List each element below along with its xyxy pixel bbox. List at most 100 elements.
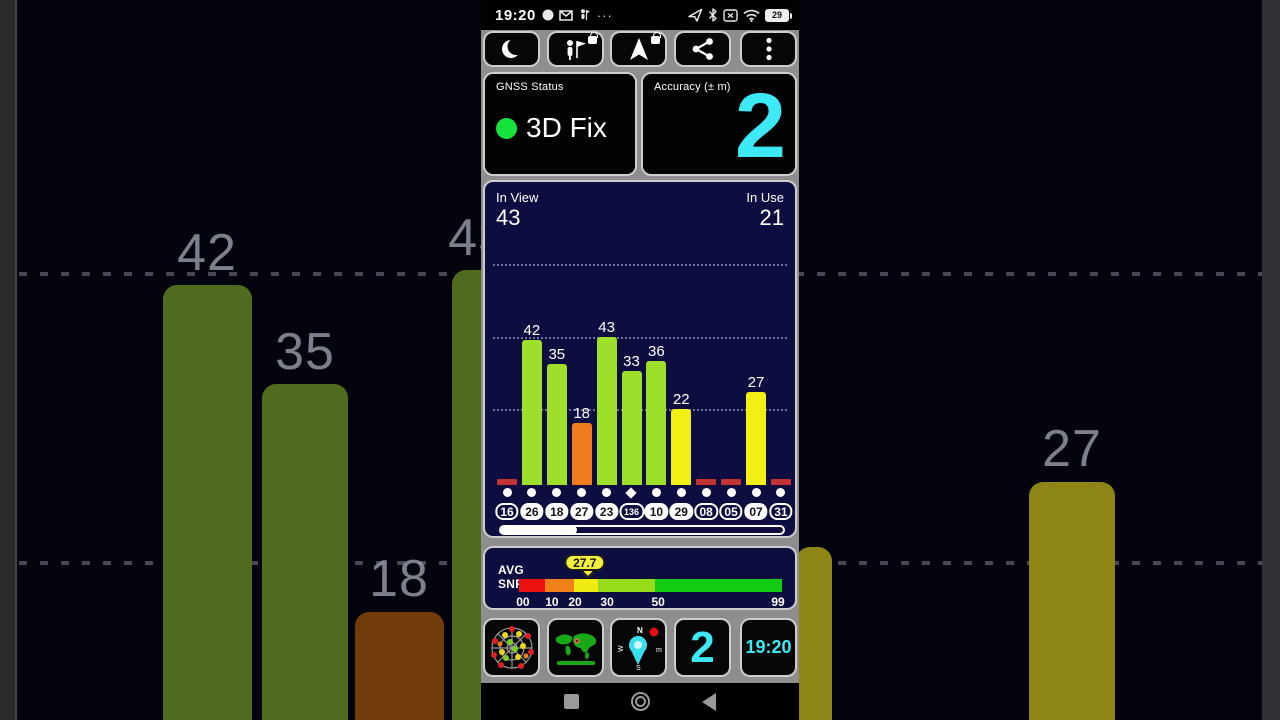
snr-bar-07 [746, 392, 766, 485]
status-bar: 19:20 ··· 29 [481, 0, 799, 30]
snr-bar-136 [621, 371, 642, 485]
gnss-status-label: GNSS Status [496, 81, 564, 93]
constellation-marker-circle [776, 488, 786, 497]
snr-bar-18 [546, 364, 567, 485]
background-bar-label: 42 [177, 224, 237, 282]
scrollbar-thumb[interactable] [501, 526, 578, 534]
accuracy-label: Accuracy (± m) [654, 81, 731, 93]
walk-track-button[interactable] [547, 31, 604, 67]
satellite-badge-23[interactable]: 23 [594, 503, 619, 520]
satellite-badge-18[interactable]: 18 [545, 503, 569, 520]
background-bar [262, 384, 348, 720]
snr-value-label: 18 [573, 405, 591, 422]
avg-snr-card[interactable]: AVG SNR 00 10 20 30 50 99 27.7 [483, 546, 797, 610]
time-tab-value: 19:20 [745, 637, 792, 657]
nav-arrow-icon [629, 38, 648, 60]
snr-bar-26 [521, 340, 542, 485]
compass-tab[interactable]: N W m S [610, 618, 667, 677]
snr-value-label: 33 [623, 353, 640, 370]
app-body: GNSS Status 3D Fix Accuracy (± m) 2 In V… [481, 30, 799, 683]
constellation-marker-circle [726, 488, 736, 497]
gauge-tick-20: 20 [568, 595, 582, 609]
in-use-label: In Use [746, 190, 784, 205]
accuracy-tab-value: 2 [690, 622, 715, 672]
gauge-tick-10: 10 [545, 595, 559, 609]
status-clock: 19:20 [495, 6, 536, 24]
overflow-menu-button[interactable] [740, 31, 797, 67]
background-left-strip [0, 0, 17, 720]
gauge-tick-00: 00 [516, 595, 530, 609]
gauge-segment [545, 579, 574, 592]
snr-value-label: 22 [672, 391, 690, 408]
satellite-badge-136[interactable]: 136 [618, 503, 645, 520]
constellation-marker-circle [676, 488, 686, 497]
snr-bar-empty-16 [497, 479, 517, 485]
accuracy-card[interactable]: Accuracy (± m) 2 [641, 72, 797, 176]
satellite-badge-27[interactable]: 27 [570, 503, 594, 520]
satellite-badge-29[interactable]: 29 [669, 503, 693, 520]
snr-value-label: 36 [648, 343, 665, 360]
constellation-marker-circle [527, 488, 537, 497]
night-mode-button[interactable] [483, 31, 540, 67]
constellation-marker-circle [602, 488, 612, 497]
dnd-circle-icon [542, 9, 554, 21]
world-map-tab[interactable] [547, 618, 604, 677]
snr-bar-empty-31 [770, 479, 791, 485]
background-bar [355, 612, 444, 720]
satellite-badge-05[interactable]: 05 [719, 503, 743, 520]
gnss-status-card[interactable]: GNSS Status 3D Fix [483, 72, 637, 176]
accuracy-tab[interactable]: 2 [674, 618, 731, 677]
snr-value-label: 42 [523, 322, 541, 339]
background-bar-label: 18 [369, 550, 429, 608]
svg-text:S: S [636, 665, 641, 672]
phone-screen: 19:20 ··· 29 [481, 0, 799, 720]
constellation-marker-circle [651, 488, 661, 497]
more-notifications-icon: ··· [596, 7, 613, 23]
constellation-marker-circle [701, 488, 711, 497]
in-view-label: In View [496, 190, 539, 205]
tab-bar: N W m S 2 19:20 [483, 618, 797, 677]
constellation-marker-circle [502, 488, 512, 497]
snr-bar-27 [571, 423, 592, 485]
bluetooth-icon [708, 8, 717, 22]
skyplot-icon [490, 625, 534, 669]
battery-percent: 29 [771, 10, 782, 20]
background-bar-label: 27 [1042, 420, 1102, 478]
recents-square-icon[interactable] [564, 694, 579, 709]
back-triangle-icon[interactable] [702, 692, 716, 711]
satellite-badge-26[interactable]: 26 [520, 503, 544, 520]
snr-chart-card[interactable]: In View 43 In Use 21 16 42 26 35 18 18 27 43 23 3… [483, 180, 797, 538]
satellite-badge-31[interactable]: 31 [769, 503, 793, 520]
person-flag-icon [566, 40, 586, 60]
gps-walk-icon [580, 8, 590, 20]
fix-status-text: 3D Fix [526, 112, 607, 143]
avg-snr-bubble: 27.7 [564, 554, 606, 571]
no-sim-icon [723, 8, 738, 22]
constellation-marker-circle [577, 488, 587, 497]
svg-text:W: W [618, 645, 625, 652]
location-share-icon [688, 8, 703, 22]
satellite-badge-10[interactable]: 10 [644, 503, 669, 520]
satellite-badge-16[interactable]: 16 [495, 503, 519, 520]
home-circle-icon[interactable] [631, 692, 650, 711]
sky-view-tab[interactable] [483, 618, 540, 677]
battery-icon: 29 [765, 8, 792, 22]
constellation-marker-circle [552, 488, 562, 497]
satellite-scrollbar[interactable] [499, 525, 785, 535]
android-nav-bar [481, 683, 799, 720]
background-bar [796, 547, 832, 720]
snr-value-label: 35 [548, 346, 566, 363]
satellite-badge-08[interactable]: 08 [694, 503, 718, 520]
avg-snr-value: 27.7 [573, 555, 597, 570]
time-tab[interactable]: 19:20 [740, 618, 797, 677]
navigation-button[interactable] [610, 31, 667, 67]
gauge-tick-50: 50 [651, 595, 665, 609]
in-view-count: 43 [496, 205, 521, 230]
share-icon [692, 38, 713, 60]
satellite-badge-07[interactable]: 07 [744, 503, 768, 520]
share-button[interactable] [674, 31, 731, 67]
snr-value-label: 27 [747, 374, 765, 391]
snr-bar-23 [596, 337, 617, 485]
background-bar [1029, 482, 1115, 720]
